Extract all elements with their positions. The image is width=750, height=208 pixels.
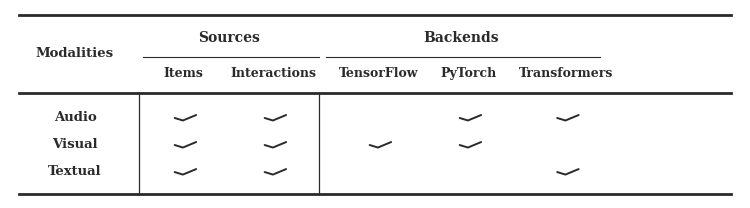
Text: Interactions: Interactions xyxy=(231,67,316,80)
Text: Transformers: Transformers xyxy=(519,67,614,80)
Text: PyTorch: PyTorch xyxy=(441,67,497,80)
Text: Audio: Audio xyxy=(54,111,96,124)
Text: TensorFlow: TensorFlow xyxy=(339,67,418,80)
Text: Backends: Backends xyxy=(424,31,499,46)
Text: Modalities: Modalities xyxy=(36,47,114,60)
Text: Visual: Visual xyxy=(53,138,98,151)
Text: Textual: Textual xyxy=(48,165,102,178)
Text: Items: Items xyxy=(164,67,204,80)
Text: Sources: Sources xyxy=(198,31,260,46)
